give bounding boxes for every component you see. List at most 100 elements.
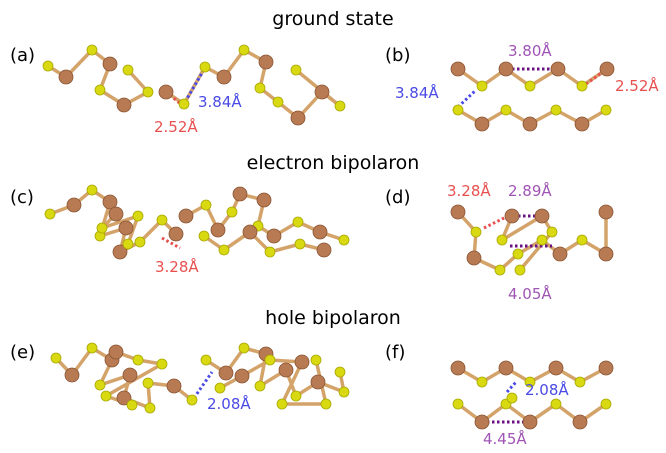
sulfur-atom <box>600 398 612 410</box>
distance-line-b-blue <box>456 88 478 109</box>
sulfur-atom <box>254 82 266 94</box>
sulfur-atom <box>290 64 302 76</box>
sulfur-atom <box>524 80 536 92</box>
sulfur-atom <box>122 238 134 250</box>
bond <box>500 214 544 242</box>
metal-atom <box>64 367 80 383</box>
metal-atom <box>550 61 566 77</box>
metal-atom <box>158 84 174 100</box>
sulfur-atom <box>156 214 168 226</box>
metal-atom <box>256 192 272 208</box>
metal-atom <box>108 206 124 222</box>
distance-label-f-blue: 2.08Å <box>525 381 569 399</box>
metal-atom <box>548 360 564 376</box>
metal-atom <box>522 116 538 132</box>
sulfur-atom <box>334 100 346 112</box>
sulfur-atom <box>338 386 350 398</box>
sulfur-atom <box>524 376 536 388</box>
metal-atom <box>310 374 326 390</box>
distance-label-d-purple-bottom: 4.05Å <box>508 285 552 303</box>
metal-atom <box>552 246 568 262</box>
metal-atom <box>534 208 550 224</box>
metal-atom <box>112 244 128 260</box>
distance-label-c-red: 3.28Å <box>155 258 199 276</box>
metal-atom <box>278 362 294 378</box>
sulfur-atom <box>536 234 548 246</box>
metal-atom <box>290 110 306 126</box>
metal-atom <box>598 204 614 220</box>
bond <box>100 214 140 230</box>
sulfur-atom <box>264 354 276 366</box>
sulfur-atom <box>272 96 284 108</box>
sulfur-atom <box>134 236 146 248</box>
sulfur-atom <box>506 392 518 404</box>
metal-atom <box>108 344 124 360</box>
distance-label-d-purple-top: 2.89Å <box>508 182 552 200</box>
sulfur-atom <box>142 86 154 98</box>
distance-lines-layer <box>161 67 604 424</box>
sulfur-atom <box>494 264 506 276</box>
sulfur-atom <box>214 382 226 394</box>
title-hole-bipolaron: hole bipolaron <box>265 307 401 329</box>
distance-line-a-blue <box>183 67 207 103</box>
sulfur-atom <box>238 44 250 56</box>
sulfur-atom <box>512 248 524 260</box>
sulfur-atom <box>238 342 250 354</box>
bond <box>280 360 304 406</box>
sulfur-atom <box>576 234 588 246</box>
distance-line-f-blue <box>505 380 518 394</box>
sulfur-atom <box>320 398 332 410</box>
sulfur-atom <box>218 244 230 256</box>
sulfur-atom <box>132 354 144 366</box>
sulfur-atom <box>276 398 288 410</box>
distance-line-b-red <box>585 70 604 86</box>
sulfur-atom <box>132 210 144 222</box>
metal-atom <box>168 226 184 242</box>
metal-atom <box>66 197 82 213</box>
sulfur-atom <box>226 206 238 218</box>
sulfur-atom <box>254 380 266 392</box>
panel-label-a: (a) <box>10 45 36 66</box>
sulfur-atom <box>334 366 346 378</box>
metal-atom <box>266 228 282 244</box>
sulfur-atom <box>198 230 210 242</box>
sulfur-atom <box>292 216 304 228</box>
metal-atom <box>118 220 134 236</box>
metal-atom <box>522 414 538 430</box>
sulfur-atom <box>50 352 62 364</box>
metal-atom <box>58 69 74 85</box>
metal-atom <box>498 61 514 77</box>
sulfur-atom <box>600 104 612 116</box>
distance-label-b-purple: 3.80Å <box>508 42 552 60</box>
metal-atom <box>232 186 248 202</box>
metal-atom <box>466 250 482 266</box>
distance-label-b-blue: 3.84Å <box>395 84 439 102</box>
distance-label-f-purple: 4.45Å <box>483 430 527 448</box>
sulfur-atom <box>100 390 112 402</box>
sulfur-atom <box>44 208 56 220</box>
metal-atom <box>166 378 182 394</box>
metal-atom <box>122 367 138 383</box>
title-ground-state: ground state <box>272 8 394 30</box>
metal-atom <box>598 360 614 376</box>
sulfur-atom <box>546 226 558 238</box>
metal-atom <box>234 368 250 384</box>
distance-label-d-red: 3.28Å <box>447 182 491 200</box>
metal-atom <box>504 208 520 224</box>
panel-label-d: (d) <box>385 187 411 208</box>
sulfur-atom <box>156 358 168 370</box>
metal-atom <box>450 360 466 376</box>
sulfur-atom <box>96 222 108 234</box>
sulfur-atom <box>42 60 54 72</box>
metal-atom <box>312 224 328 240</box>
sulfur-atom <box>550 104 562 116</box>
sulfur-atom <box>500 104 512 116</box>
metal-atom <box>498 360 514 376</box>
sulfur-atom <box>310 354 322 366</box>
sulfur-atom <box>86 342 98 354</box>
bonds-layer <box>46 48 609 424</box>
metal-atom <box>102 194 118 210</box>
panel-label-e: (e) <box>10 342 36 363</box>
metal-atom <box>450 204 466 220</box>
